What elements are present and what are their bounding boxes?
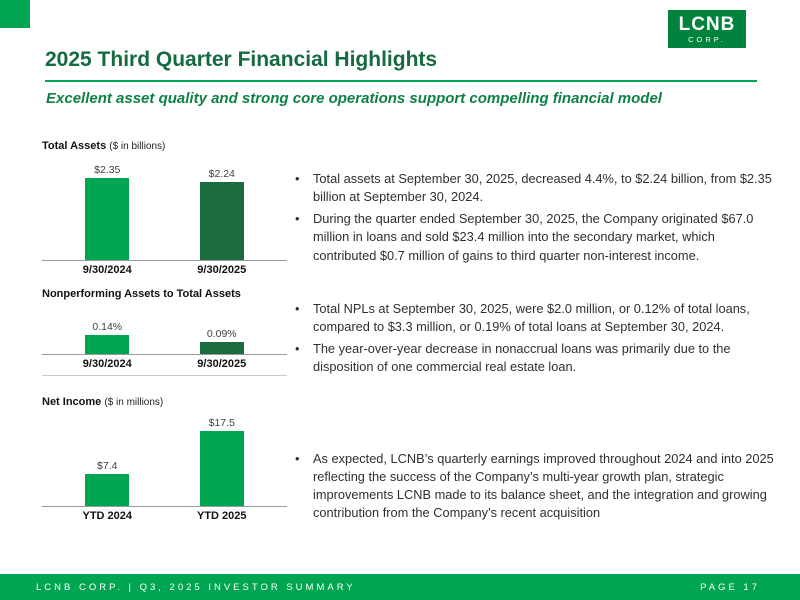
axis-label: 9/30/2025 bbox=[197, 264, 247, 276]
bar bbox=[199, 182, 244, 260]
footer-left-text: LCNB CORP. | Q3, 2025 INVESTOR SUMMARY bbox=[36, 581, 356, 593]
chart-total-assets: Total Assets ($ in billions) $2.35 $2.24 … bbox=[42, 140, 287, 276]
bullet-item: During the quarter ended September 30, 2… bbox=[293, 210, 779, 264]
bullet-group-npl: Total NPLs at September 30, 2025, were $… bbox=[293, 300, 779, 381]
logo-text: LCNB bbox=[678, 13, 736, 35]
bar-value-label: $17.5 bbox=[208, 417, 235, 429]
bullet-group-total-assets: Total assets at September 30, 2025, decr… bbox=[293, 170, 779, 269]
bar bbox=[85, 178, 130, 260]
bar-group: $7.4 bbox=[85, 460, 130, 506]
bar-group: $2.24 bbox=[199, 168, 244, 260]
chart-title-text: Nonperforming Assets to Total Assets bbox=[42, 288, 241, 300]
bullet-item: The year-over-year decrease in nonaccrua… bbox=[293, 340, 779, 376]
charts-column: Total Assets ($ in billions) $2.35 $2.24 … bbox=[42, 140, 287, 522]
subtitle: Excellent asset quality and strong core … bbox=[46, 90, 662, 107]
chart-title: Net Income ($ in millions) bbox=[42, 396, 287, 408]
bar bbox=[85, 474, 130, 506]
title-divider bbox=[45, 80, 757, 82]
axis-label: 9/30/2024 bbox=[82, 264, 132, 276]
axis-label: 9/30/2024 bbox=[82, 358, 132, 370]
bar-value-label: $2.24 bbox=[208, 168, 235, 180]
chart-nonperforming-assets: Nonperforming Assets to Total Assets 0.1… bbox=[42, 288, 287, 376]
bar-group: 0.09% bbox=[199, 328, 244, 354]
bar-value-label: 0.09% bbox=[206, 328, 237, 340]
chart-axis-labels: YTD 2024 YTD 2025 bbox=[42, 507, 287, 522]
bar-value-label: 0.14% bbox=[92, 321, 123, 333]
chart-axis-labels: 9/30/2024 9/30/2025 bbox=[42, 261, 287, 276]
bullet-item: Total NPLs at September 30, 2025, were $… bbox=[293, 300, 779, 336]
footer-bar: LCNB CORP. | Q3, 2025 INVESTOR SUMMARY P… bbox=[0, 574, 800, 600]
lcnb-logo: LCNB CORP. bbox=[668, 10, 746, 48]
footer-page-number: PAGE 17 bbox=[700, 581, 760, 593]
chart-title-text: Net Income bbox=[42, 396, 102, 408]
logo-subtext: CORP. bbox=[688, 34, 726, 44]
axis-label: 9/30/2025 bbox=[197, 358, 247, 370]
bar-value-label: $7.4 bbox=[97, 460, 118, 472]
bar-group: 0.14% bbox=[85, 321, 130, 354]
chart-plot: $2.35 $2.24 bbox=[42, 155, 287, 261]
chart-net-income: Net Income ($ in millions) $7.4 $17.5 YTD… bbox=[42, 396, 287, 522]
chart-axis-labels: 9/30/2024 9/30/2025 bbox=[42, 355, 287, 376]
bar bbox=[199, 342, 244, 354]
chart-title-suffix: ($ in billions) bbox=[109, 141, 166, 152]
bar-value-label: $2.35 bbox=[94, 164, 121, 176]
chart-title-text: Total Assets bbox=[42, 140, 107, 152]
bar-group: $17.5 bbox=[199, 417, 244, 506]
chart-plot: 0.14% 0.09% bbox=[42, 312, 287, 355]
bar bbox=[199, 431, 244, 506]
axis-label: YTD 2025 bbox=[196, 510, 247, 522]
chart-title-suffix: ($ in millions) bbox=[104, 397, 164, 408]
bullet-item: Total assets at September 30, 2025, decr… bbox=[293, 170, 779, 206]
bar-group: $2.35 bbox=[85, 164, 130, 260]
axis-label: YTD 2024 bbox=[82, 510, 133, 522]
chart-title: Nonperforming Assets to Total Assets bbox=[42, 288, 287, 300]
bullet-item: As expected, LCNB’s quarterly earnings i… bbox=[293, 450, 779, 523]
bar bbox=[85, 335, 130, 354]
page-title: 2025 Third Quarter Financial Highlights bbox=[45, 48, 438, 71]
bullet-group-net-income: As expected, LCNB’s quarterly earnings i… bbox=[293, 450, 779, 527]
corner-accent-square bbox=[0, 0, 30, 28]
chart-plot: $7.4 $17.5 bbox=[42, 411, 287, 507]
chart-title: Total Assets ($ in billions) bbox=[42, 140, 287, 152]
